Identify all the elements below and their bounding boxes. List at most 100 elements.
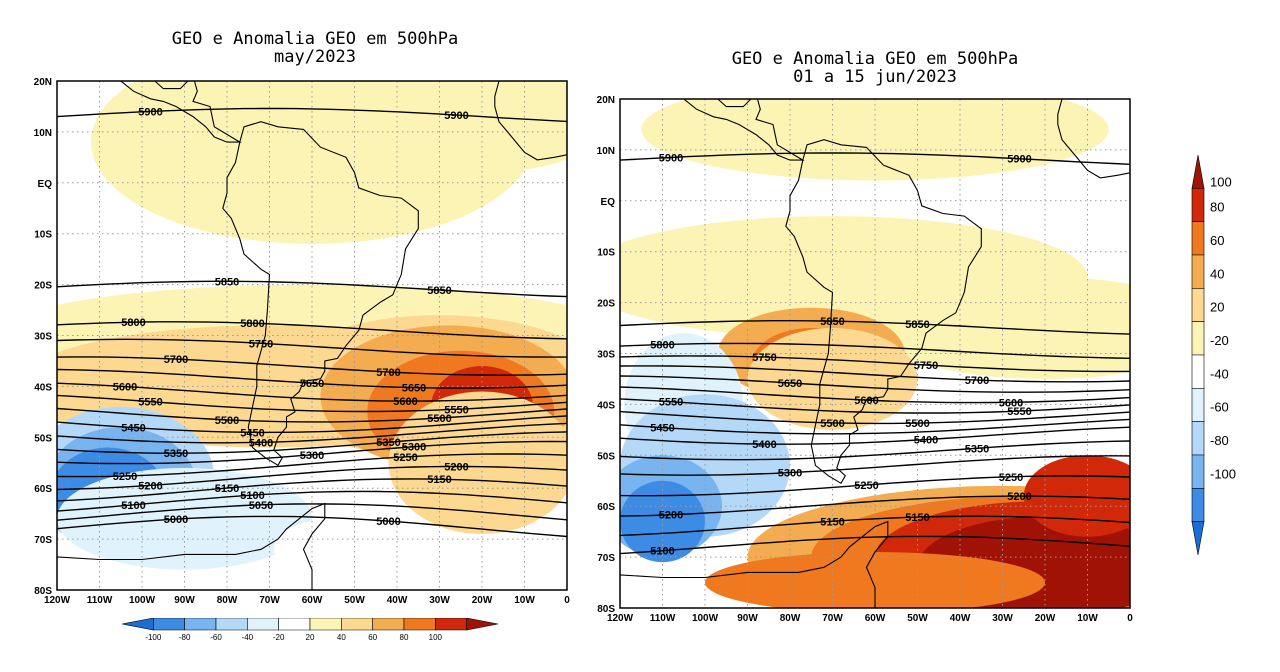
- right-contour-label: 5700: [965, 375, 989, 387]
- right-contour-label: 5750: [914, 360, 938, 372]
- right-contour-label: 5450: [650, 423, 674, 435]
- right-lon-label: 40W: [950, 613, 971, 624]
- left-lon-label: 110W: [87, 595, 113, 606]
- right-lat-label: 60S: [597, 502, 615, 513]
- colorbar-label: 60: [1210, 233, 1224, 248]
- colorbar-swatch: [1191, 488, 1205, 522]
- left-contour-label: 5850: [215, 276, 239, 288]
- colorbar-label: -40: [242, 633, 254, 642]
- right-lon-label: 20W: [1035, 613, 1056, 624]
- right-contour-5250: [620, 475, 1130, 497]
- left-contour-5750: [57, 338, 567, 358]
- left-contour-label: 5800: [240, 318, 264, 330]
- right-lat-label: 10N: [597, 146, 615, 157]
- colorbar-label: 20: [1210, 300, 1224, 315]
- colorbar-label: 40: [1210, 266, 1224, 281]
- right-contour-label: 5550: [659, 397, 683, 409]
- right-contour-5900: [620, 152, 1130, 165]
- right-contour-label: 5350: [965, 443, 989, 455]
- left-lat-label: 70S: [34, 535, 52, 546]
- colorbar-swatch: [435, 618, 467, 631]
- left-map-frame: [56, 80, 568, 591]
- left-anomaly-region: [354, 81, 567, 173]
- left-contour-5150: [57, 478, 567, 502]
- left-contour-5300: [57, 440, 567, 465]
- left-contour-5000: [57, 515, 567, 538]
- left-lat-label: EQ: [38, 179, 53, 190]
- left-contour-5050: [57, 503, 567, 521]
- left-contour-5850: [57, 280, 567, 298]
- right-lon-label: 10W: [1077, 613, 1098, 624]
- right-contour-label: 5800: [650, 340, 674, 352]
- left-contour-5600: [57, 382, 567, 402]
- left-contour-label: 5100: [121, 500, 145, 512]
- colorbar-swatch: [1191, 288, 1205, 322]
- colorbar-swatch: [1191, 254, 1205, 289]
- right-lon-label: 110W: [650, 613, 676, 624]
- right-contour-label: 5900: [659, 152, 683, 164]
- left-lon-label: 90W: [174, 595, 195, 606]
- left-lon-label: 10W: [514, 595, 535, 606]
- right-contour-5100: [620, 535, 1130, 555]
- right-contour-5650: [620, 375, 1130, 393]
- colorbar-swatch: [1191, 454, 1205, 489]
- left-contour-label: 5050: [249, 500, 273, 512]
- right-lon-label: 80W: [780, 613, 801, 624]
- right-contour-label: 5250: [854, 480, 878, 492]
- right-colorbar: 100 80 60 40 20 -20 -40 -60 -80 -100: [1191, 154, 1236, 556]
- right-contour-label: 5900: [1007, 154, 1031, 166]
- left-lon-label: 40W: [387, 595, 408, 606]
- right-lat-label: 20S: [597, 299, 615, 310]
- left-lon-label: 80W: [217, 595, 238, 606]
- right-lat-label: 50S: [597, 451, 615, 462]
- right-contour-5550: [620, 398, 1130, 414]
- left-contour-5350: [57, 431, 567, 454]
- left-contour-label: 5500: [427, 413, 451, 425]
- colorbar-swatch: [1191, 154, 1205, 189]
- right-contour-label: 5200: [1007, 491, 1031, 503]
- right-contour-label: 5750: [752, 352, 776, 364]
- right-contour-label: 5250: [999, 472, 1023, 484]
- left-contour-5500: [57, 407, 567, 423]
- right-contour-5400: [620, 426, 1130, 445]
- colorbar-label: -80: [179, 633, 191, 642]
- right-map-body: 5900 5900 5850 5850 5800 5750 5750 5700 5650 5600…: [620, 99, 1130, 608]
- colorbar-swatch: [341, 618, 373, 631]
- right-contour-label: 5150: [820, 516, 844, 528]
- right-contour-label: 5850: [905, 319, 929, 331]
- south-america-coast: [222, 121, 419, 467]
- colorbar-label: -60: [210, 633, 222, 642]
- left-contour-label: 5650: [300, 378, 324, 390]
- left-contour-label: 5400: [249, 437, 273, 449]
- colorbar-label: -80: [1210, 433, 1229, 448]
- right-contour-5700: [620, 365, 1130, 383]
- colorbar-label: 60: [368, 633, 377, 642]
- left-contour-label: 5300: [402, 442, 426, 454]
- colorbar-swatch: [1191, 421, 1205, 456]
- colorbar-label: -20: [1210, 333, 1229, 348]
- left-lat-label: 20N: [34, 77, 52, 88]
- right-contour-label: 5500: [820, 418, 844, 430]
- south-america-coast: [785, 139, 982, 485]
- left-lon-label: 100W: [129, 595, 156, 606]
- colorbar-swatch: [121, 618, 154, 631]
- left-lat-label: 10N: [34, 128, 52, 139]
- right-lon-label: 50W: [907, 613, 928, 624]
- colorbar-label: 80: [400, 633, 409, 642]
- right-lon-label: 30W: [992, 613, 1013, 624]
- left-lat-label: 20S: [34, 281, 52, 292]
- right-contour-label: 5150: [905, 512, 929, 524]
- right-contour-5150: [620, 515, 1130, 537]
- left-lat-label: 60S: [34, 484, 52, 495]
- right-map-subtitle: 01 a 15 jun/2023: [793, 67, 957, 87]
- left-contour-label: 5750: [249, 338, 273, 350]
- left-contour-5550: [57, 394, 567, 413]
- colorbar-label: -20: [273, 633, 285, 642]
- left-contour-5450: [57, 415, 567, 434]
- left-contour-label: 5850: [427, 285, 451, 297]
- left-contour-5100: [57, 490, 567, 512]
- left-contour-label: 5700: [164, 354, 188, 366]
- right-contour-label: 5650: [778, 378, 802, 390]
